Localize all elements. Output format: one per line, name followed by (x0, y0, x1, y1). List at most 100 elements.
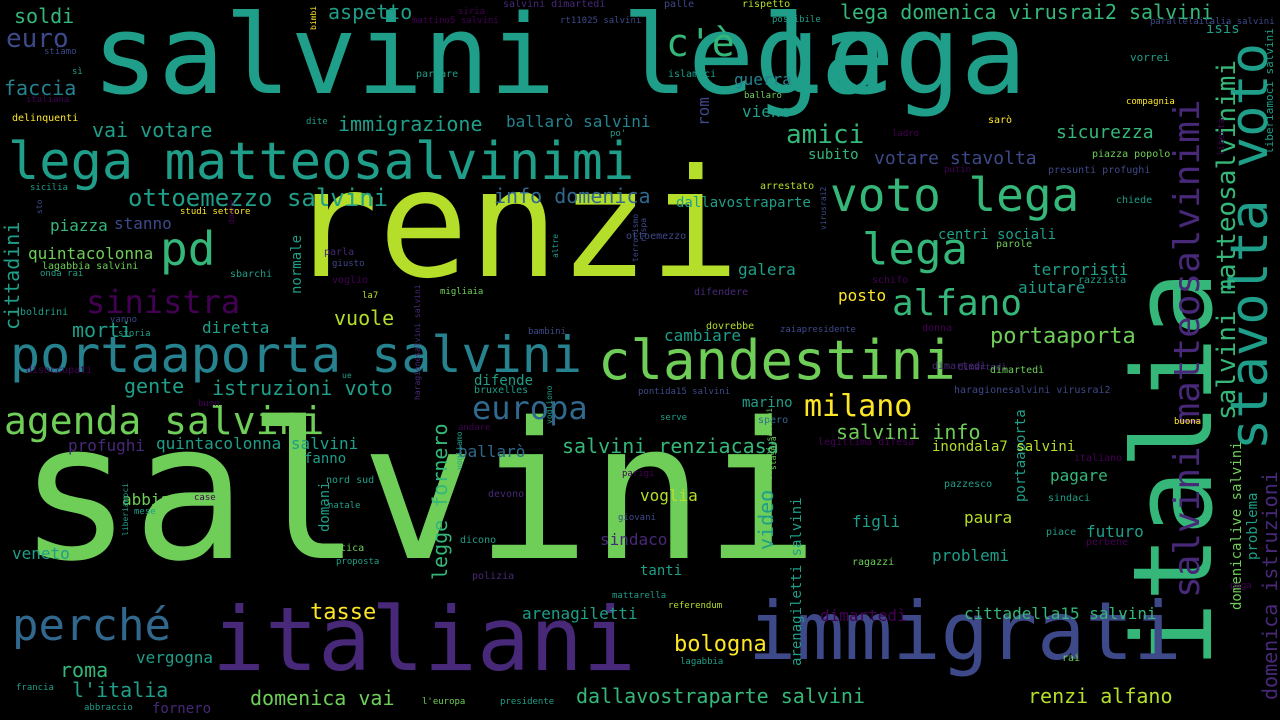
word: figli (852, 512, 901, 531)
word: zaiapresidente (780, 325, 856, 335)
word: haragionesalvini virusrai2 (954, 385, 1111, 396)
word: la7 (362, 291, 379, 301)
word: onda rai (40, 269, 84, 279)
word: dimartedì (932, 361, 987, 372)
word: arenagiletti (522, 604, 638, 623)
word: pagare (1050, 466, 1108, 485)
word: normale (289, 234, 305, 294)
word: immigrati (748, 585, 1182, 678)
word: faccia (4, 76, 77, 100)
word: studi settore (180, 207, 251, 217)
word: rt11025 salvini (560, 16, 642, 26)
word: domenica istruzioni (1258, 471, 1280, 700)
word: libertà (1217, 118, 1227, 156)
word: po' (610, 129, 627, 139)
word: ragazzi (852, 557, 895, 568)
word: abbiamo (122, 490, 190, 509)
word: vai votare (92, 118, 213, 142)
word: pazzesco (944, 479, 993, 490)
word: stiamo (44, 47, 77, 57)
word: morti (72, 318, 133, 342)
word: piazza popolo (1092, 149, 1171, 160)
word: siria (458, 7, 486, 17)
word: euro (6, 24, 69, 54)
word: lega (762, 0, 1027, 119)
word: salvini matteosalvinimi (1167, 99, 1208, 599)
word: schifo (872, 275, 909, 286)
word: galera (738, 260, 796, 279)
word: posto (838, 286, 887, 305)
word: profughi (68, 436, 146, 455)
word: immigrazione (338, 112, 483, 136)
word: paga (1230, 581, 1252, 591)
word: cittadella15 salvini (964, 604, 1157, 623)
word: dicono (460, 535, 497, 546)
word: fanno (304, 451, 347, 467)
word: cambiare (664, 326, 742, 345)
word: soldi (14, 4, 75, 28)
word: storia (118, 329, 151, 339)
word: info domenica (494, 184, 651, 208)
word: bimbi (309, 5, 318, 30)
word: marino (742, 395, 793, 411)
word: parla (324, 247, 355, 258)
word: natale (328, 501, 361, 511)
word: politica (316, 543, 365, 554)
word: presunti profughi (1048, 165, 1151, 176)
word: salvini salvini (765, 407, 774, 480)
word: lega domenica virusrai2 salvini (840, 0, 1214, 24)
word: subito (808, 147, 859, 163)
word: piazza (50, 216, 108, 235)
word: dovrebbe (706, 321, 755, 332)
word: buon (198, 399, 220, 409)
word: italiani (212, 588, 636, 691)
word: sì (72, 67, 83, 77)
word: salvini renziacasa (562, 434, 779, 458)
word: futuro (1086, 522, 1144, 541)
word: possibile (772, 15, 821, 25)
word: proposta (336, 557, 380, 567)
word: centri sociali (938, 227, 1057, 243)
word: dallavostraparte (676, 195, 811, 211)
word: perché (12, 600, 171, 651)
word: problema (1245, 492, 1261, 560)
word: portaaporta (1013, 409, 1029, 502)
word: sbarchi (230, 269, 273, 280)
word: referendum (668, 601, 723, 611)
word: dite (306, 117, 328, 127)
word: vogliono (545, 385, 554, 424)
word: perbene (1086, 537, 1129, 548)
word: problemi (932, 546, 1010, 565)
word: spero (758, 415, 789, 426)
word: putin (944, 165, 972, 175)
word: ballarò salvini (506, 112, 651, 131)
word: sicilia (30, 183, 68, 193)
word: paura (964, 508, 1013, 527)
word: ballaro (744, 91, 782, 101)
word: agenda salvini (4, 399, 325, 443)
word: terroristi (1032, 260, 1129, 279)
word: voto lega (830, 168, 1080, 222)
word: pd (160, 222, 216, 276)
word: quintacolonna salvini (156, 434, 359, 453)
word: rai (1062, 653, 1081, 664)
word: salvini (18, 382, 819, 603)
word: l'italia (72, 678, 169, 702)
word: amici (786, 120, 865, 150)
word: alfano (892, 283, 1023, 324)
word: italiana (26, 95, 70, 105)
word: liberiamoci salvini (1263, 28, 1276, 154)
word: presidente (500, 697, 555, 707)
word: francia (16, 683, 54, 693)
word: giovani (618, 513, 656, 523)
word: liberiamoci (121, 483, 130, 536)
word: sarò (988, 115, 1013, 126)
word: buona (1174, 417, 1202, 427)
word: stanno (114, 214, 172, 233)
word: andare (458, 423, 491, 433)
word: difende (474, 373, 534, 389)
word: diretta (202, 318, 270, 337)
word: pontida15 salvini (638, 387, 731, 397)
word: mattino5 salvini (412, 16, 499, 26)
word: sicurezza (1056, 122, 1154, 143)
